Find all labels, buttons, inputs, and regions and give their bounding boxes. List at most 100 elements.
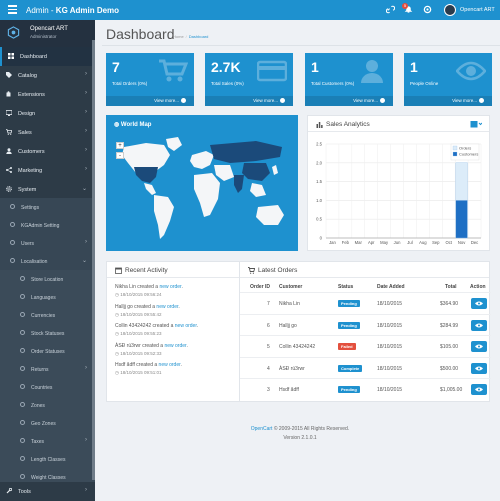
- view-more-link[interactable]: View more...: [305, 96, 393, 106]
- sidebar-item-sales[interactable]: Sales ›: [0, 123, 95, 142]
- tile-total-customers: 1 Total Customers (0%) View more...: [305, 53, 393, 106]
- world-map[interactable]: [106, 115, 298, 251]
- life-ring-icon[interactable]: [423, 5, 432, 14]
- sidebar-item-tools[interactable]: Tools ›: [0, 482, 95, 501]
- view-order-button[interactable]: [471, 298, 487, 309]
- sidebar-item-taxes[interactable]: Taxes ›: [0, 432, 95, 450]
- wrench-icon: [6, 488, 12, 494]
- chevron-right-icon: ›: [85, 239, 87, 245]
- view-order-button[interactable]: [471, 341, 487, 352]
- sidebar-item-geo-zones[interactable]: Geo Zones: [0, 414, 95, 432]
- new-order-link[interactable]: new order: [174, 323, 197, 329]
- sidebar-item-store-location[interactable]: Store Location: [0, 270, 95, 288]
- user-icon: [6, 148, 12, 154]
- circle-icon: [10, 240, 15, 245]
- new-order-link[interactable]: new order: [159, 284, 182, 290]
- user-avatar[interactable]: [444, 4, 456, 16]
- opencart-logo-icon: [7, 26, 20, 39]
- col-date-added: Date Added: [377, 284, 405, 290]
- col-total: Total: [445, 284, 457, 290]
- page-title: Dashboard: [106, 26, 175, 42]
- view-more-link[interactable]: View more...: [205, 96, 293, 106]
- sidebar-item-label: Extensions: [18, 91, 45, 98]
- sidebar-item-label: System: [18, 186, 37, 193]
- new-order-link[interactable]: new order: [158, 362, 181, 368]
- sidebar-item-customers[interactable]: Customers ›: [0, 142, 95, 161]
- x-tick-label: Dec: [471, 240, 478, 245]
- sidebar-item-design[interactable]: Design ›: [0, 104, 95, 123]
- globe-icon: ◍: [114, 122, 121, 128]
- table-row: 7 Nikha Lin Pending 18/10/2015 $364.90: [240, 292, 491, 314]
- sidebar-item-localisation[interactable]: Localisation ⌄: [0, 252, 95, 270]
- order-id: 4: [267, 365, 270, 372]
- x-tick-label: Jan: [329, 240, 336, 245]
- sidebar-item-settings[interactable]: Settings: [0, 198, 95, 216]
- sidebar-item-extensions[interactable]: Extensions ›: [0, 85, 95, 104]
- sidebar-item-languages[interactable]: Languages: [0, 288, 95, 306]
- new-order-link[interactable]: new order: [156, 303, 179, 310]
- calendar-dropdown-icon[interactable]: [470, 120, 482, 128]
- calendar-icon: [115, 267, 122, 274]
- clock-icon: ◷: [115, 331, 121, 336]
- tile-caption: Total Orders (0%): [112, 81, 148, 86]
- menu-toggle-icon[interactable]: [8, 5, 17, 14]
- link-icon[interactable]: [386, 5, 395, 14]
- sidebar-item-system[interactable]: System ⌄: [0, 180, 95, 199]
- legend-swatch-customers: [452, 151, 458, 157]
- order-id: 7: [267, 301, 270, 307]
- sales-analytics-panel: Sales Analytics 0 0.5 1.0 1.5 2.0 2.5 Jan Feb Ma…: [307, 115, 490, 251]
- activity-item: Hsdf ãdff created a new order. ◷ 18/10/20…: [115, 362, 295, 376]
- chevron-down-icon: ⌄: [81, 258, 87, 264]
- view-order-button[interactable]: [471, 384, 487, 395]
- footer-opencart-link[interactable]: OpenCart: [250, 426, 273, 432]
- chevron-down-icon: ⌄: [81, 186, 87, 192]
- y-tick-label: 0.5: [316, 217, 322, 222]
- sidebar-scrollbar[interactable]: [92, 40, 95, 480]
- sidebar-item-dashboard[interactable]: Dashboard: [0, 47, 95, 66]
- circle-icon: [20, 438, 25, 443]
- breadcrumb-current[interactable]: Dashboard: [188, 34, 209, 39]
- sidebar-item-countries[interactable]: Countries: [0, 378, 95, 396]
- y-tick-label: 1.0: [316, 198, 322, 203]
- sidebar-item-users[interactable]: Users ›: [0, 234, 95, 252]
- chevron-right-icon: ›: [85, 90, 87, 96]
- view-more-link[interactable]: View more...: [106, 96, 194, 106]
- sidebar-item-order-statuses[interactable]: Order Statuses: [0, 342, 95, 360]
- cart-icon: [6, 129, 12, 135]
- breadcrumb-home[interactable]: Home: [173, 34, 184, 39]
- sidebar-item-label: Order Statuses: [31, 348, 65, 355]
- eye-icon: [475, 323, 483, 327]
- tile-value: 1: [311, 59, 319, 75]
- puzzle-icon: [6, 91, 11, 97]
- activity-item: Collin 43424242 created a new order. ◷ 18…: [115, 323, 295, 337]
- view-order-button[interactable]: [471, 319, 487, 331]
- sidebar-item-weight-classes[interactable]: Weight Classes: [0, 468, 95, 486]
- tile-value: 1: [410, 59, 418, 75]
- sidebar-item-currencies[interactable]: Currencies: [0, 306, 95, 324]
- sidebar-item-returns[interactable]: Returns ›: [0, 360, 95, 378]
- user-name[interactable]: Opencart ART: [460, 7, 495, 13]
- view-order-button[interactable]: [471, 362, 487, 374]
- x-tick-label: Mar: [355, 240, 363, 245]
- sidebar-item-kgadmin-setting[interactable]: KGAdmin Setting: [0, 216, 95, 234]
- sidebar-item-catalog[interactable]: Catalog ›: [0, 66, 95, 85]
- sidebar-item-label: Stock Statuses: [31, 330, 65, 337]
- view-more-link[interactable]: View more...: [404, 96, 492, 106]
- sidebar-item-length-classes[interactable]: Length Classes: [0, 450, 95, 468]
- table-row: 6 Halljj go Pending 18/10/2015 $284.99: [240, 313, 491, 336]
- map-zoom-out-button[interactable]: -: [116, 152, 124, 159]
- table-row: 5 Collin 43424242 Failed 18/10/2015 $105.00: [240, 335, 491, 357]
- sidebar-item-marketing[interactable]: Marketing ›: [0, 161, 95, 180]
- map-zoom-in-button[interactable]: +: [116, 142, 124, 149]
- sidebar-item-label: Store Location: [31, 276, 64, 283]
- share-icon: [6, 167, 12, 173]
- status-badge: Complete: [338, 364, 363, 372]
- breadcrumb: Home / Dashboard: [173, 34, 209, 39]
- activity-date: 18/10/2015 09:51:01: [120, 370, 162, 375]
- sidebar-item-zones[interactable]: Zones: [0, 396, 95, 414]
- eye-icon: [475, 301, 483, 306]
- new-order-link[interactable]: new order: [164, 342, 187, 349]
- sidebar-item-stock-statuses[interactable]: Stock Statuses: [0, 324, 95, 342]
- circle-icon: [20, 294, 25, 299]
- bell-icon[interactable]: [404, 5, 413, 14]
